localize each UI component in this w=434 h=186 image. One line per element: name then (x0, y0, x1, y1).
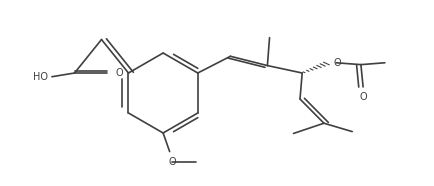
Text: HO: HO (33, 72, 48, 82)
Text: O: O (333, 58, 340, 68)
Text: O: O (115, 68, 123, 78)
Text: O: O (358, 92, 366, 102)
Text: O: O (168, 157, 175, 167)
